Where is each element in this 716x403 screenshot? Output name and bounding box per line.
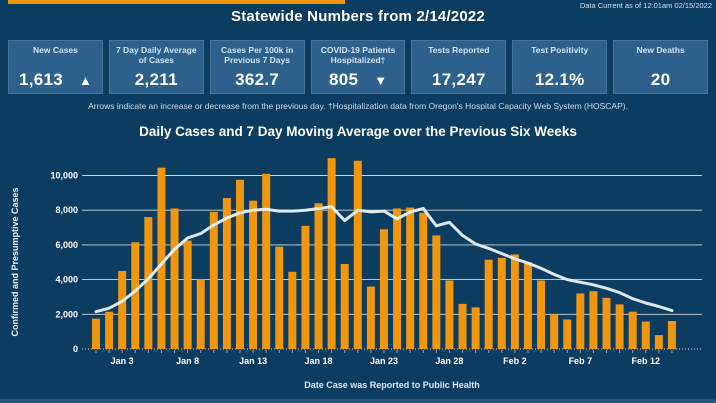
daily-cases-bar[interactable] — [366, 286, 375, 349]
daily-cases-bar[interactable] — [118, 270, 127, 349]
stat-card-label: Cases Per 100k in Previous 7 Days — [220, 45, 294, 66]
daily-cases-bar[interactable] — [183, 240, 192, 349]
daily-cases-bar[interactable] — [353, 160, 362, 349]
x-axis-tick-label: Jan 13 — [239, 356, 267, 366]
stat-card-label: New Deaths — [636, 45, 685, 55]
daily-cases-bar[interactable] — [393, 208, 402, 349]
daily-cases-bar[interactable] — [288, 271, 297, 349]
stat-card-value: 1,613 — [18, 70, 64, 89]
daily-cases-bar[interactable] — [105, 311, 114, 349]
daily-cases-bar[interactable] — [419, 212, 428, 349]
daily-cases-bar[interactable] — [262, 173, 271, 349]
moving-average-line — [94, 205, 674, 314]
stat-cards-row: New Cases 1,613 ▲ 7 Day Daily Average of… — [8, 40, 709, 94]
y-axis-title: Confirmed and Presumptive Cases — [10, 187, 20, 336]
stat-card-covid-19-patients-hospitalized: COVID-19 Patients Hospitalized† 805 ▼ — [310, 40, 406, 94]
footnote: Arrows indicate an increase or decrease … — [88, 101, 628, 111]
stat-card-new-deaths: New Deaths 20 — [613, 40, 709, 94]
page-title: Statewide Numbers from 2/14/2022 — [230, 8, 485, 25]
daily-cases-bar[interactable] — [209, 211, 218, 349]
daily-cases-bar[interactable] — [314, 203, 323, 349]
daily-cases-bar[interactable] — [131, 242, 140, 349]
daily-cases-bar[interactable] — [563, 319, 572, 349]
y-axis-tick-label: 2,000 — [55, 309, 78, 319]
decrease-arrow-icon: ▼ — [374, 72, 388, 88]
y-axis-tick-label: 8,000 — [55, 205, 78, 215]
stat-card-new-cases: New Cases 1,613 ▲ — [8, 40, 103, 94]
y-axis-tick-label: 4,000 — [55, 275, 78, 285]
bottom-strip — [0, 399, 716, 403]
daily-cases-bar[interactable] — [235, 179, 244, 349]
daily-cases-bar[interactable] — [602, 297, 611, 349]
daily-cases-bar[interactable] — [249, 200, 258, 349]
daily-cases-bar[interactable] — [379, 229, 388, 349]
stat-card-label: COVID-19 Patients Hospitalized† — [320, 45, 396, 66]
daily-cases-bar[interactable] — [275, 246, 284, 349]
top-accent-strip — [8, 0, 345, 4]
daily-cases-bar[interactable] — [654, 335, 663, 349]
y-axis-tick-label: 6,000 — [55, 240, 78, 250]
stat-card-label: Tests Reported — [428, 45, 490, 55]
stat-card-label: 7 Day Daily Average of Cases — [115, 45, 197, 66]
daily-cases-bar[interactable] — [497, 257, 506, 349]
x-axis-tick-label: Jan 18 — [305, 356, 333, 366]
x-axis-title: Date Case was Reported to Public Health — [304, 380, 480, 390]
x-axis-tick-label: Feb 7 — [569, 356, 593, 366]
daily-cases-bar[interactable] — [157, 167, 166, 349]
daily-cases-bar[interactable] — [550, 314, 559, 349]
daily-cases-bar[interactable] — [301, 225, 310, 349]
x-axis-tick-label: Feb 2 — [503, 356, 527, 366]
stat-card-value: 17,247 — [431, 70, 486, 89]
stat-card-label: Test Positivity — [531, 45, 589, 55]
increase-arrow-icon: ▲ — [79, 72, 92, 88]
daily-cases-bar[interactable] — [458, 303, 467, 349]
stat-card-value: 20 — [650, 70, 671, 89]
daily-cases-bar[interactable] — [471, 307, 480, 349]
daily-cases-bar[interactable] — [222, 198, 231, 349]
daily-cases-bar[interactable] — [628, 311, 637, 349]
y-axis-tick-label: 0 — [73, 344, 78, 354]
stat-card-tests-reported: Tests Reported 17,247 — [411, 40, 507, 94]
daily-cases-bar[interactable] — [589, 291, 598, 349]
stat-card-value: 805 — [328, 70, 359, 89]
daily-cases-bar[interactable] — [537, 280, 546, 349]
stat-card-test-positivity: Test Positivity 12.1% — [512, 40, 608, 94]
daily-cases-bar[interactable] — [340, 263, 349, 349]
daily-cases-chart[interactable]: 0 2,000 4,000 6,000 8,000 10,000 Jan 3 Jan 8 Jan… — [0, 150, 716, 403]
y-axis-tick-label: 10,000 — [50, 171, 78, 181]
x-axis-tick-label: Feb 12 — [632, 356, 661, 366]
daily-cases-bar[interactable] — [523, 262, 532, 349]
daily-cases-bar[interactable] — [170, 208, 179, 349]
daily-cases-bar[interactable] — [196, 279, 205, 349]
stat-card-value: 362.7 — [235, 70, 280, 89]
chart-title: Daily Cases and 7 Day Moving Average ove… — [139, 124, 577, 139]
stat-card-label: New Cases — [32, 45, 78, 55]
daily-cases-bar[interactable] — [327, 158, 336, 349]
stat-card-cases-per-100k-in-previous-7-days: Cases Per 100k in Previous 7 Days 362.7 — [209, 40, 305, 94]
daily-cases-bar[interactable] — [406, 207, 415, 349]
daily-cases-bar[interactable] — [576, 293, 585, 349]
daily-cases-bar[interactable] — [510, 254, 519, 349]
daily-cases-bar[interactable] — [615, 304, 624, 349]
stat-card-value: 12.1% — [534, 70, 585, 89]
stat-card-value: 2,211 — [134, 70, 178, 89]
daily-cases-bar[interactable] — [484, 259, 493, 349]
data-current-timestamp: Data Current as of 12:01am 02/15/2022 — [579, 1, 712, 10]
x-axis-tick-label: Jan 3 — [111, 356, 134, 366]
daily-cases-bar[interactable] — [667, 321, 676, 349]
stat-card-7-day-daily-average-of-cases: 7 Day Daily Average of Cases 2,211 — [108, 40, 204, 94]
x-axis-tick-label: Jan 8 — [176, 356, 199, 366]
x-axis-tick-label: Jan 28 — [435, 356, 463, 366]
daily-cases-bar[interactable] — [445, 280, 454, 349]
daily-cases-bar[interactable] — [432, 235, 441, 349]
daily-cases-bar[interactable] — [641, 321, 650, 349]
x-axis-tick-label: Jan 23 — [370, 356, 398, 366]
daily-cases-bar[interactable] — [144, 217, 153, 349]
daily-cases-bar[interactable] — [92, 318, 100, 349]
